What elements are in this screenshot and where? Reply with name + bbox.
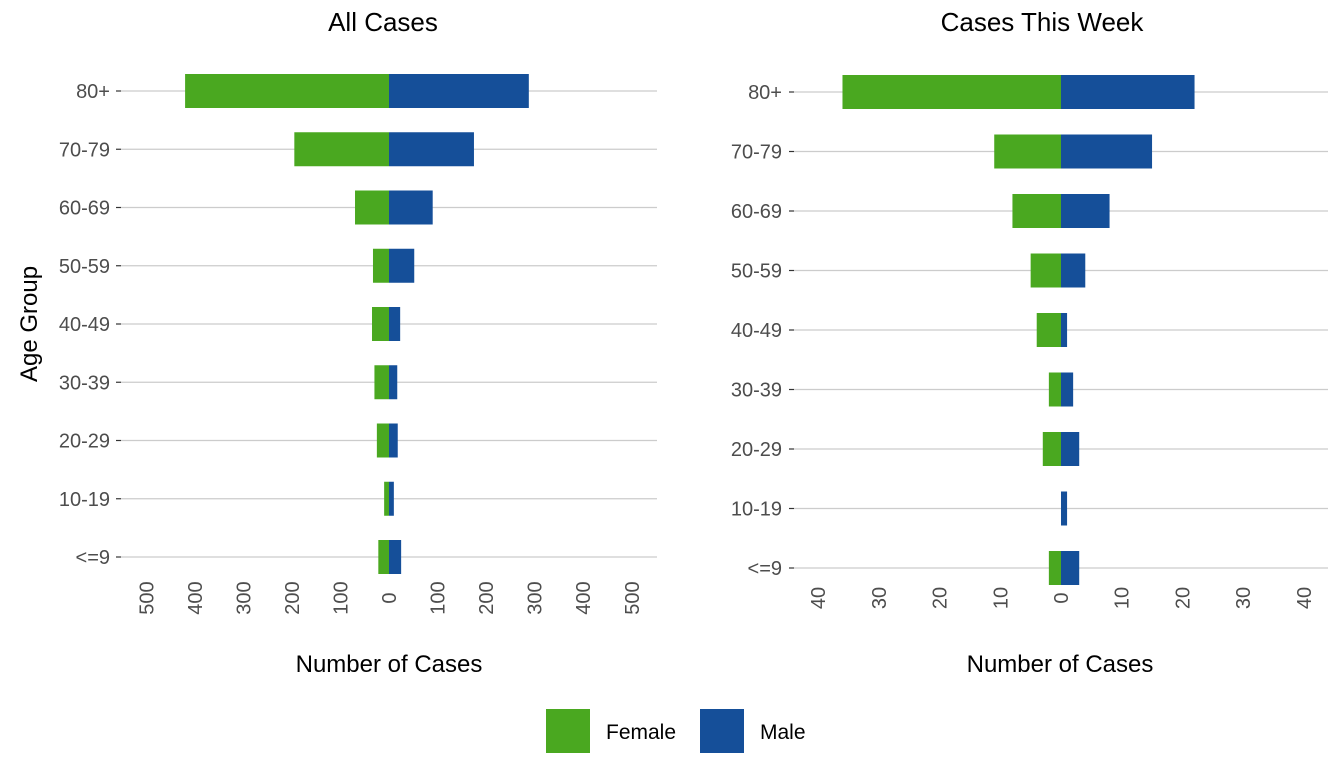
bar-male [1061, 134, 1153, 169]
y-tick-label: 40-49 [59, 314, 110, 336]
x-tick-label: 200 [476, 581, 498, 614]
bar-male [389, 190, 433, 225]
legend-swatch-female [546, 709, 590, 753]
bar-male [389, 423, 398, 458]
bar-female [372, 307, 389, 341]
bar-male [1061, 551, 1080, 585]
y-tick-label: 60-69 [731, 201, 782, 223]
bar-female [294, 132, 389, 167]
x-tick-label: 10 [1112, 587, 1134, 609]
x-axis-title: Number of Cases [967, 651, 1154, 678]
x-tick-label: 40 [1294, 587, 1316, 609]
bar-male [1061, 194, 1110, 228]
bar-female [1012, 194, 1061, 228]
x-tick-label: 0 [1051, 592, 1073, 603]
bar-male [389, 540, 402, 574]
x-tick-labels: 40 30 20 10 0 10 20 30 40 [808, 587, 1316, 609]
x-tick-label: 10 [990, 587, 1012, 609]
x-tick-label: 500 [622, 581, 644, 614]
bar-male [1061, 372, 1074, 407]
y-tick-label: 50-59 [731, 261, 782, 283]
bar-male [1061, 313, 1068, 347]
y-tick-label: 10-19 [731, 499, 782, 521]
legend-swatch-male [700, 709, 744, 753]
bar-male [389, 132, 474, 167]
bar-female [378, 540, 389, 574]
bar-female [376, 423, 389, 458]
x-axis-title: Number of Cases [296, 651, 483, 678]
bar-female [372, 248, 389, 283]
bar-female [1036, 313, 1061, 347]
y-tick-label: 60-69 [59, 198, 110, 220]
bar-female [1030, 253, 1061, 288]
y-tick-label: <=9 [748, 558, 782, 580]
x-tick-label: 30 [1233, 587, 1255, 609]
bar-male [389, 307, 401, 341]
bar-male [389, 248, 415, 283]
legend: Female Male [546, 709, 806, 753]
bar-male [1061, 253, 1086, 288]
y-tick-label: 50-59 [59, 256, 110, 278]
x-tick-label: 30 [869, 587, 891, 609]
panel-all-cases: All Cases 80+ 70-79 60-69 50-59 40-49 30-39 20… [16, 7, 657, 678]
y-tick-label: 70-79 [731, 142, 782, 164]
y-tick-label: 80+ [76, 81, 110, 103]
bar-female [355, 190, 389, 225]
x-tick-label: 100 [330, 581, 352, 614]
bar-male [1061, 432, 1080, 466]
bar-female [384, 481, 389, 516]
x-tick-label: 300 [525, 581, 547, 614]
y-tick-label: 30-39 [731, 380, 782, 402]
x-tick-label: 20 [930, 587, 952, 609]
panel-cases-this-week: Cases This Week 80+ 70-79 60-69 50-59 40-49 3… [731, 7, 1328, 678]
bar-female [1042, 432, 1061, 466]
y-tick-labels: 80+ 70-79 60-69 50-59 40-49 30-39 20-29 10-19 <=… [59, 81, 121, 569]
x-tick-label: 0 [379, 592, 401, 603]
bars [842, 75, 1195, 585]
bar-female [1048, 372, 1061, 407]
y-tick-label: 70-79 [59, 139, 110, 161]
x-tick-label: 100 [428, 581, 450, 614]
bar-female [842, 75, 1061, 109]
bar-male [389, 74, 529, 108]
chart-title: Cases This Week [941, 7, 1145, 37]
y-tick-label: 10-19 [59, 489, 110, 511]
bar-female [185, 74, 389, 108]
y-tick-label: 40-49 [731, 320, 782, 342]
x-tick-label: 500 [136, 581, 158, 614]
y-tick-label: 20-29 [59, 431, 110, 453]
y-tick-label: 80+ [748, 82, 782, 104]
y-axis-title: Age Group [16, 266, 43, 382]
bar-male [1061, 75, 1195, 109]
x-tick-label: 400 [185, 581, 207, 614]
bars [185, 74, 529, 574]
bar-female [374, 365, 389, 400]
bar-male [1061, 491, 1068, 526]
x-tick-label: 400 [573, 581, 595, 614]
x-tick-label: 20 [1172, 587, 1194, 609]
y-tick-label: 30-39 [59, 372, 110, 394]
bar-female [1048, 551, 1061, 585]
x-tick-label: 300 [233, 581, 255, 614]
bar-male [389, 481, 394, 516]
bar-male [389, 365, 398, 400]
legend-label-male: Male [760, 721, 806, 744]
y-tick-label: <=9 [76, 547, 110, 569]
y-tick-label: 20-29 [731, 439, 782, 461]
legend-label-female: Female [606, 721, 676, 744]
y-tick-labels: 80+ 70-79 60-69 50-59 40-49 30-39 20-29 10-19 <=… [731, 82, 794, 580]
x-tick-labels: 500 400 300 200 100 0 100 200 300 400 500 [136, 581, 644, 614]
x-tick-label: 40 [808, 587, 830, 609]
bar-female [994, 134, 1061, 169]
chart-title: All Cases [328, 7, 438, 37]
x-tick-label: 200 [282, 581, 304, 614]
